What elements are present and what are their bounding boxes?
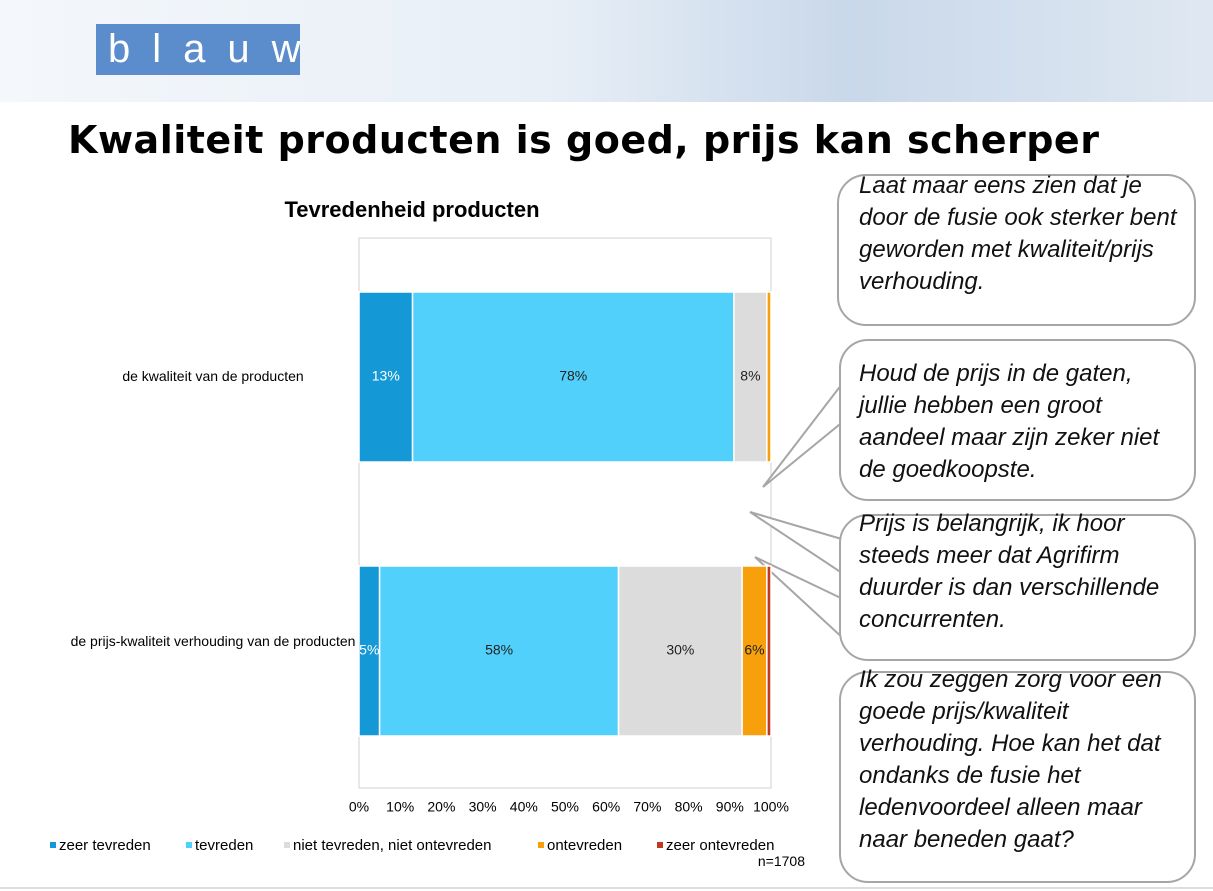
- legend-label: niet tevreden, niet ontevreden: [293, 837, 491, 854]
- y-tick-label: de kwaliteit van de producten: [122, 368, 304, 384]
- bar-segment: [741, 565, 768, 737]
- data-label: 8%: [740, 368, 760, 384]
- chart-title: Tevredenheid producten: [284, 197, 539, 222]
- bubble: [839, 514, 1196, 661]
- logo: blauw: [96, 24, 301, 75]
- legend-label: zeer ontevreden: [666, 837, 774, 854]
- legend-swatch: [657, 842, 663, 848]
- data-label: 6%: [744, 642, 764, 658]
- x-tick-label: 90%: [716, 799, 744, 815]
- sample-size: n=1708: [757, 853, 805, 869]
- data-label: 30%: [666, 642, 694, 658]
- callout-tail: [762, 377, 846, 488]
- bubble: [839, 339, 1196, 501]
- x-tick-label: 20%: [427, 799, 455, 815]
- x-tick-label: 30%: [469, 799, 497, 815]
- bar-segment: [766, 565, 772, 737]
- legend-swatch: [50, 842, 56, 848]
- x-tick-label: 10%: [386, 799, 414, 815]
- bar-segment: [411, 291, 735, 463]
- quote: Ik zou zeggen zorg voor een goede prijs/…: [859, 666, 1162, 853]
- x-tick-label: 50%: [551, 799, 579, 815]
- slide-title: Kwaliteit producten is goed, prijs kan s…: [68, 118, 1100, 162]
- bubble: [837, 174, 1196, 326]
- y-tick-label: de prijs-kwaliteit verhouding van de pro…: [70, 633, 356, 649]
- legend-label: tevreden: [195, 837, 253, 854]
- data-label: 5%: [359, 642, 379, 658]
- legend-swatch: [284, 842, 290, 848]
- x-tick-label: 60%: [592, 799, 620, 815]
- callouts: [749, 174, 1196, 883]
- legend-label: ontevreden: [547, 837, 622, 854]
- quote: Houd de prijs in de gaten, jullie hebben…: [859, 360, 1160, 483]
- quote: Laat maar eens zien dat je door de fusie…: [859, 172, 1177, 295]
- bar-segment: [617, 565, 743, 737]
- data-label: 13%: [372, 368, 400, 384]
- legend-swatch: [538, 842, 544, 848]
- data-label: 58%: [485, 642, 513, 658]
- bar-segment: [766, 291, 772, 463]
- bar-segment: [733, 291, 768, 463]
- legend-label: zeer tevreden: [59, 837, 151, 854]
- x-tick-label: 80%: [675, 799, 703, 815]
- bubble: [839, 671, 1196, 883]
- bar-segment: [378, 565, 620, 737]
- x-tick-label: 100%: [753, 799, 789, 815]
- banner: blauw: [0, 0, 1213, 102]
- x-tick-label: 40%: [510, 799, 538, 815]
- x-tick-label: 0%: [349, 799, 369, 815]
- legend-swatch: [186, 842, 192, 848]
- data-label: 78%: [559, 368, 587, 384]
- x-tick-label: 70%: [633, 799, 661, 815]
- quote: Prijs is belangrijk, ik hoor steeds meer…: [859, 510, 1160, 633]
